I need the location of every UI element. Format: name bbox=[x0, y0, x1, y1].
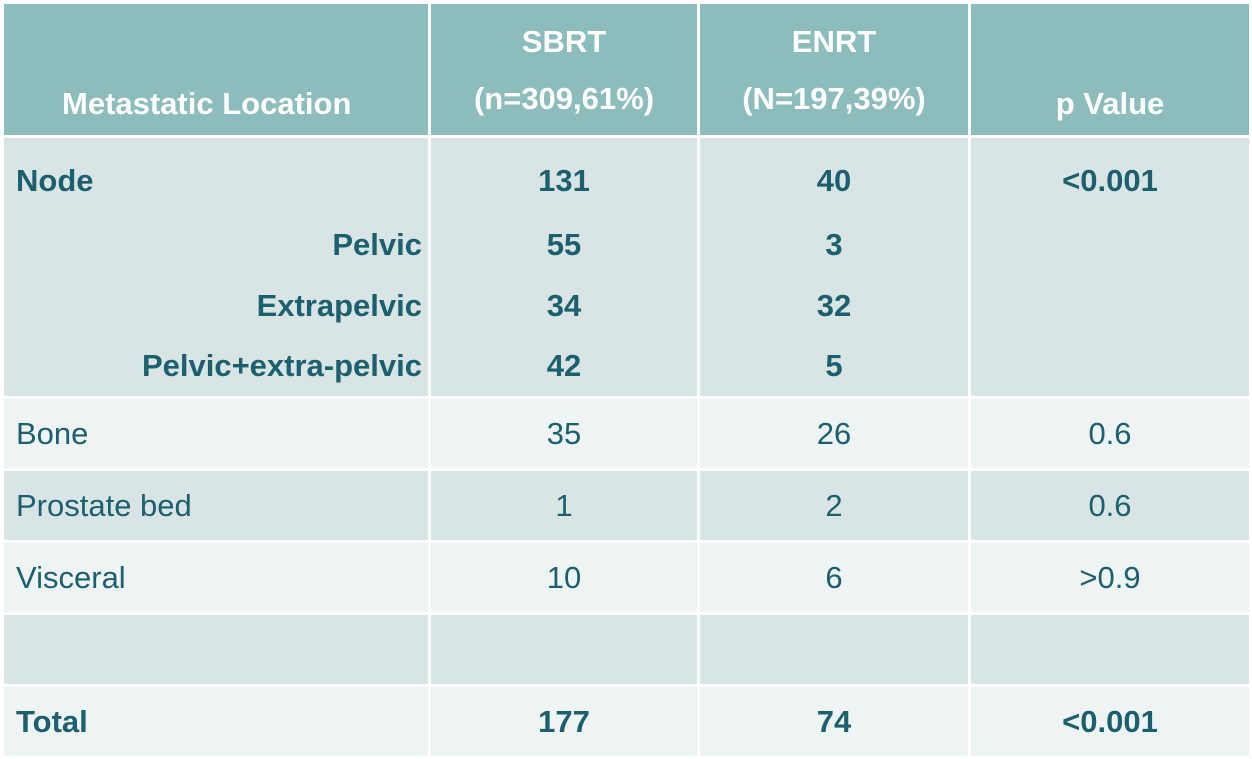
metastatic-location-table: Metastatic Location SBRT (n=309,61%) ENR… bbox=[4, 4, 1249, 759]
node-sub-sbrt-value: 55 bbox=[546, 226, 582, 262]
header-sbrt: SBRT (n=309,61%) bbox=[431, 4, 700, 138]
header-enrt-title: ENRT bbox=[791, 23, 877, 59]
node-sub-enrt-value: 32 bbox=[816, 287, 852, 323]
header-sbrt-count: (n=309,61%) bbox=[473, 80, 655, 116]
row-sbrt-value: 35 bbox=[431, 399, 700, 471]
header-enrt-count: (N=197,39%) bbox=[742, 80, 926, 116]
total-enrt-value: 74 bbox=[700, 687, 971, 759]
node-sub-sbrt-value: 42 bbox=[546, 348, 582, 383]
node-enrt-value: 40 bbox=[816, 163, 852, 198]
node-pvalue: <0.001 bbox=[1062, 163, 1158, 198]
row-enrt-value: 2 bbox=[700, 471, 971, 543]
empty-row-cell bbox=[431, 615, 700, 687]
header-location-text: Metastatic Location bbox=[62, 86, 352, 121]
node-row-group: Node Pelvic Extrapelvic Pelvic+extra-pel… bbox=[4, 138, 1249, 399]
total-sbrt-value: 177 bbox=[431, 687, 700, 759]
header-pvalue: p Value bbox=[971, 4, 1249, 138]
node-sub-sbrt-value: 34 bbox=[546, 287, 582, 323]
row-enrt-value: 6 bbox=[700, 543, 971, 615]
node-sub-label: Pelvic bbox=[332, 226, 422, 262]
header-pvalue-text: p Value bbox=[1055, 86, 1165, 121]
empty-row-cell bbox=[4, 615, 431, 687]
node-enrt-column: 40 3 32 5 bbox=[700, 138, 971, 396]
row-pvalue: >0.9 bbox=[971, 543, 1249, 615]
row-label: Visceral bbox=[4, 543, 431, 615]
total-pvalue: <0.001 bbox=[971, 687, 1249, 759]
node-sbrt-value: 131 bbox=[538, 163, 590, 198]
total-label: Total bbox=[4, 687, 431, 759]
node-sub-label: Extrapelvic bbox=[256, 287, 422, 323]
header-enrt: ENRT (N=197,39%) bbox=[700, 4, 971, 138]
row-enrt-value: 26 bbox=[700, 399, 971, 471]
row-label: Prostate bed bbox=[4, 471, 431, 543]
row-sbrt-value: 10 bbox=[431, 543, 700, 615]
node-label-column: Node Pelvic Extrapelvic Pelvic+extra-pel… bbox=[4, 138, 431, 396]
node-label: Node bbox=[16, 163, 94, 198]
node-sub-label: Pelvic+extra-pelvic bbox=[141, 348, 422, 383]
empty-row-cell bbox=[971, 615, 1249, 687]
header-sbrt-title: SBRT bbox=[521, 23, 607, 59]
row-sbrt-value: 1 bbox=[431, 471, 700, 543]
node-pvalue-column: <0.001 bbox=[971, 138, 1249, 396]
node-sub-enrt-value: 3 bbox=[825, 226, 843, 262]
node-sbrt-column: 131 55 34 42 bbox=[431, 138, 700, 396]
empty-row-cell bbox=[700, 615, 971, 687]
row-label: Bone bbox=[4, 399, 431, 471]
row-pvalue: 0.6 bbox=[971, 471, 1249, 543]
node-sub-enrt-value: 5 bbox=[825, 348, 843, 383]
row-pvalue: 0.6 bbox=[971, 399, 1249, 471]
header-location: Metastatic Location bbox=[4, 4, 431, 138]
